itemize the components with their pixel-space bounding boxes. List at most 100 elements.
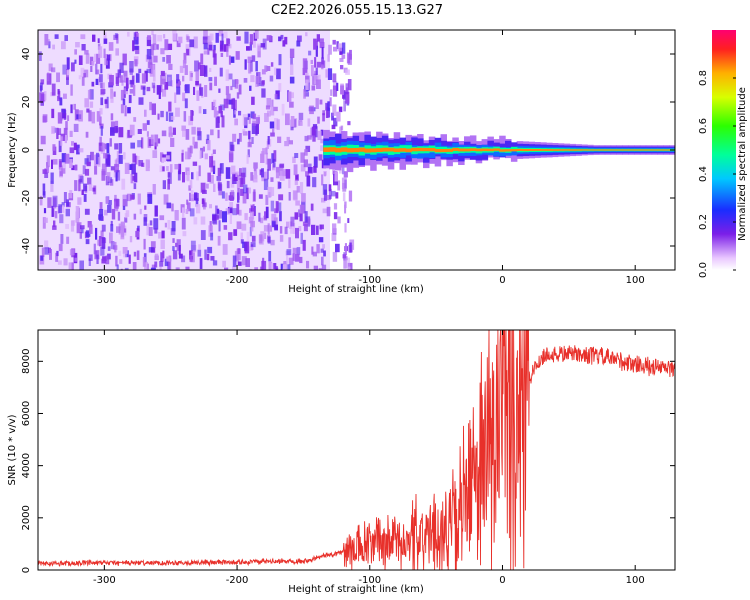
noise-speck bbox=[184, 84, 190, 94]
noise-speck bbox=[138, 160, 144, 167]
noise-speck bbox=[202, 202, 207, 208]
noise-speck bbox=[141, 73, 147, 84]
noise-speck bbox=[313, 265, 318, 270]
noise-speck bbox=[237, 174, 241, 180]
noise-speck bbox=[96, 111, 101, 122]
noise-speck bbox=[109, 232, 113, 244]
noise-speck bbox=[44, 247, 50, 255]
noise-speck bbox=[312, 177, 317, 188]
noise-speck bbox=[104, 54, 108, 66]
noise-speck bbox=[74, 257, 77, 262]
noise-speck bbox=[215, 205, 218, 216]
noise-speck bbox=[130, 142, 135, 149]
noise-speck bbox=[340, 125, 344, 131]
noise-speck bbox=[288, 192, 291, 201]
noise-speck bbox=[113, 91, 116, 97]
noise-speck bbox=[58, 140, 62, 153]
noise-speck bbox=[53, 220, 56, 227]
noise-speck bbox=[241, 223, 247, 231]
noise-speck bbox=[190, 190, 194, 199]
noise-speck bbox=[313, 75, 317, 85]
noise-speck bbox=[174, 210, 179, 221]
noise-speck bbox=[182, 172, 185, 183]
noise-speck bbox=[181, 255, 186, 263]
noise-speck bbox=[175, 107, 180, 117]
noise-speck bbox=[142, 86, 146, 96]
noise-speck bbox=[218, 220, 221, 232]
noise-speck bbox=[282, 169, 287, 177]
noise-speck bbox=[222, 260, 226, 268]
noise-speck bbox=[333, 46, 338, 52]
noise-speck bbox=[182, 126, 186, 137]
noise-speck bbox=[242, 114, 247, 126]
noise-speck bbox=[298, 112, 304, 120]
noise-speck bbox=[92, 34, 96, 42]
noise-speck bbox=[122, 199, 127, 206]
noise-speck bbox=[185, 266, 190, 270]
noise-speck bbox=[226, 93, 231, 105]
noise-speck bbox=[114, 163, 119, 173]
noise-speck bbox=[100, 63, 103, 74]
noise-speck bbox=[136, 250, 140, 260]
noise-speck bbox=[59, 171, 63, 176]
noise-speck bbox=[55, 252, 59, 262]
noise-speck bbox=[204, 85, 208, 97]
noise-speck bbox=[194, 193, 199, 201]
noise-speck bbox=[182, 207, 185, 218]
noise-speck bbox=[332, 104, 337, 116]
signal-band-cell bbox=[510, 149, 518, 152]
noise-speck bbox=[138, 68, 142, 73]
noise-speck bbox=[133, 32, 136, 37]
noise-speck bbox=[230, 56, 235, 63]
noise-speck bbox=[277, 136, 282, 143]
noise-speck bbox=[239, 168, 242, 177]
noise-speck bbox=[347, 54, 352, 65]
noise-speck bbox=[195, 198, 199, 207]
noise-speck bbox=[119, 75, 123, 83]
noise-speck bbox=[266, 66, 271, 71]
noise-speck bbox=[202, 146, 205, 152]
noise-speck bbox=[146, 49, 152, 60]
noise-speck bbox=[225, 69, 230, 81]
noise-speck bbox=[267, 136, 270, 145]
noise-speck bbox=[345, 256, 348, 261]
noise-speck bbox=[219, 67, 223, 77]
noise-speck bbox=[176, 40, 181, 48]
spectrogram-area bbox=[38, 30, 675, 270]
noise-speck bbox=[278, 83, 282, 92]
noise-speck bbox=[250, 205, 253, 213]
noise-speck bbox=[225, 192, 228, 201]
noise-speck bbox=[100, 246, 105, 256]
signal-band-cell bbox=[569, 149, 576, 151]
noise-speck bbox=[129, 79, 134, 85]
y-tick-label: 40 bbox=[21, 48, 32, 61]
noise-speck bbox=[129, 236, 133, 243]
noise-speck bbox=[131, 163, 136, 175]
noise-speck bbox=[254, 267, 258, 270]
noise-speck bbox=[115, 206, 119, 212]
noise-speck bbox=[51, 83, 56, 96]
noise-speck bbox=[124, 213, 128, 219]
noise-speck bbox=[61, 41, 66, 50]
noise-speck bbox=[193, 217, 198, 225]
noise-speck bbox=[146, 120, 150, 125]
noise-speck bbox=[70, 104, 73, 114]
noise-speck bbox=[320, 129, 324, 136]
noise-speck bbox=[158, 93, 161, 99]
noise-speck bbox=[178, 36, 183, 44]
noise-speck bbox=[99, 209, 104, 221]
noise-speck bbox=[96, 152, 100, 164]
noise-speck bbox=[167, 220, 171, 230]
noise-speck bbox=[115, 120, 119, 128]
y-tick-label: -40 bbox=[21, 238, 32, 254]
noise-speck bbox=[95, 227, 98, 240]
noise-speck bbox=[229, 202, 234, 209]
noise-speck bbox=[76, 144, 80, 155]
signal-band-cell bbox=[645, 149, 653, 151]
noise-speck bbox=[150, 44, 154, 56]
x-tick-label: 0 bbox=[499, 275, 505, 286]
noise-speck bbox=[210, 232, 214, 241]
noise-speck bbox=[302, 221, 308, 226]
noise-speck bbox=[296, 40, 301, 47]
noise-speck bbox=[302, 58, 308, 71]
